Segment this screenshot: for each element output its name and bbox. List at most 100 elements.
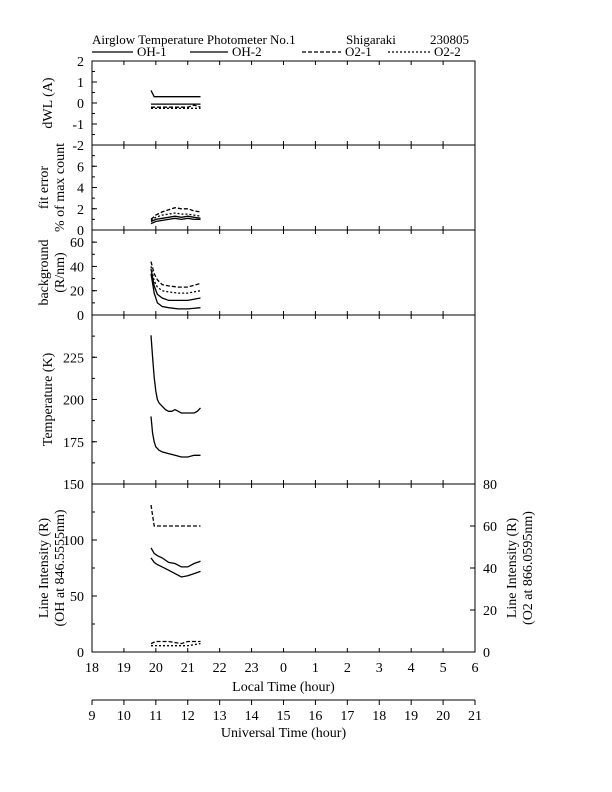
legend-item: OH-1 [92, 44, 167, 59]
local-time-tick-label: 21 [181, 661, 195, 676]
y-right-tick-label: 80 [483, 478, 497, 493]
series-line [150, 215, 201, 223]
universal-time-tick-label: 11 [149, 709, 162, 724]
universal-time-tick-label: 19 [404, 709, 418, 724]
universal-time-tick-label: 12 [181, 709, 195, 724]
y-tick-label: 0 [77, 646, 84, 661]
y-tick-label: -2 [72, 139, 84, 154]
y-right-tick-label: 20 [483, 604, 497, 619]
panel-dwl: -2 -1 0 1 2 dWL (A) [41, 55, 476, 154]
series-line [150, 261, 201, 288]
legend-label: OH-1 [137, 44, 167, 59]
panel-background: 0 20 40 60 background (R/nm) [37, 229, 476, 324]
y-right-axis-label: (O2 at 866.0595nm) [521, 511, 536, 625]
panel-frame [91, 483, 476, 653]
universal-time-tick-label: 20 [436, 709, 450, 724]
y-tick-label: 2 [77, 55, 84, 70]
universal-time-tick-label: 9 [89, 709, 96, 724]
legend-item: OH-2 [190, 44, 262, 59]
series-line [150, 416, 201, 458]
legend-item: O2-2 [388, 44, 461, 59]
local-time-tick-label: 19 [117, 661, 131, 676]
legend-label: O2-2 [434, 44, 461, 59]
panel-temperature: 175 200 225 Temperature (K) [41, 314, 476, 485]
local-time-tick-label: 6 [472, 661, 479, 676]
series-line [150, 217, 201, 225]
universal-time-tick-label: 13 [213, 709, 227, 724]
y-tick-label: 1 [77, 76, 84, 91]
series-line [150, 335, 201, 414]
legend-item: O2-1 [302, 44, 372, 59]
local-time-tick-label: 23 [245, 661, 259, 676]
series-line [150, 640, 201, 645]
y-right-tick-label: 0 [483, 646, 490, 661]
series-line [150, 547, 201, 568]
local-time-tick-label: 3 [376, 661, 383, 676]
y-tick-label: 60 [70, 236, 84, 251]
series-line [151, 104, 201, 108]
universal-time-tick-label: 16 [308, 709, 322, 724]
legend-label: O2-1 [345, 44, 372, 59]
series-line [150, 212, 201, 221]
universal-time-tick-label: 18 [372, 709, 386, 724]
plot-panels: -2 -1 0 1 2 dWL (A) 0 2 4 6 fit error% of max coun… [37, 55, 536, 661]
local-time-tick-label: 22 [213, 661, 227, 676]
chart-header: Airglow Temperature Photometer No.1 Shig… [92, 32, 469, 47]
y-right-axis-label: Line Intensity (R) [505, 518, 520, 619]
panel-frame [91, 314, 476, 485]
y-tick-label: 225 [63, 351, 84, 366]
local-time-tick-label: 2 [344, 661, 351, 676]
series-line [150, 266, 201, 294]
y-tick-label: 40 [70, 260, 84, 275]
y-axis-label: fit error [37, 166, 52, 209]
y-axis-label: (OH at 846.5555nm) [53, 509, 68, 626]
legend-label: OH-2 [232, 44, 262, 59]
y-axis-label: background [37, 239, 52, 305]
y-axis-label: Line Intensity (R) [37, 518, 52, 619]
y-axis-label: Temperature (K) [41, 352, 56, 446]
panel-frame [91, 144, 476, 231]
y-tick-label: 50 [70, 590, 84, 605]
series-line [150, 268, 201, 302]
series-line [150, 504, 201, 527]
panel-fit_error: 0 2 4 6 fit error% of max count [37, 143, 476, 239]
y-tick-label: 100 [63, 534, 84, 549]
series-line [150, 273, 201, 310]
y-axis-label: (R/nm) [53, 252, 68, 293]
y-tick-label: 20 [70, 285, 84, 300]
panel-frame [91, 229, 476, 316]
local-time-axis-label: Local Time (hour) [232, 680, 335, 695]
station-name: Shigaraki [346, 32, 396, 47]
universal-time-tick-label: 15 [277, 709, 291, 724]
y-axis-label: % of max count [53, 143, 68, 232]
universal-time-tick-label: 17 [340, 709, 354, 724]
universal-time-tick-label: 21 [468, 709, 482, 724]
universal-time-axis-label: Universal Time (hour) [221, 726, 347, 741]
universal-time-tick-label: 10 [117, 709, 131, 724]
y-tick-label: 0 [77, 224, 84, 239]
y-tick-label: -1 [72, 118, 84, 133]
local-time-tick-label: 0 [280, 661, 287, 676]
y-tick-label: 6 [77, 160, 84, 175]
local-time-tick-label: 18 [85, 661, 99, 676]
series-line [150, 207, 201, 220]
series-line [150, 90, 201, 98]
series-line [151, 642, 201, 647]
local-time-tick-label: 5 [440, 661, 447, 676]
universal-time-tick-label: 14 [245, 709, 259, 724]
y-right-tick-label: 40 [483, 562, 497, 577]
chart-title: Airglow Temperature Photometer No.1 [92, 32, 296, 47]
local-time-tick-label: 20 [149, 661, 163, 676]
y-tick-label: 200 [63, 394, 84, 409]
y-tick-label: 175 [63, 436, 84, 451]
y-tick-label: 0 [77, 97, 84, 112]
y-tick-label: 4 [77, 182, 84, 197]
y-tick-label: 150 [63, 478, 84, 493]
local-time-tick-label: 1 [312, 661, 319, 676]
legend: OH-1 OH-2 O2-1 O2-2 [92, 44, 461, 59]
date-label: 230805 [430, 32, 469, 47]
y-tick-label: 0 [77, 309, 84, 324]
